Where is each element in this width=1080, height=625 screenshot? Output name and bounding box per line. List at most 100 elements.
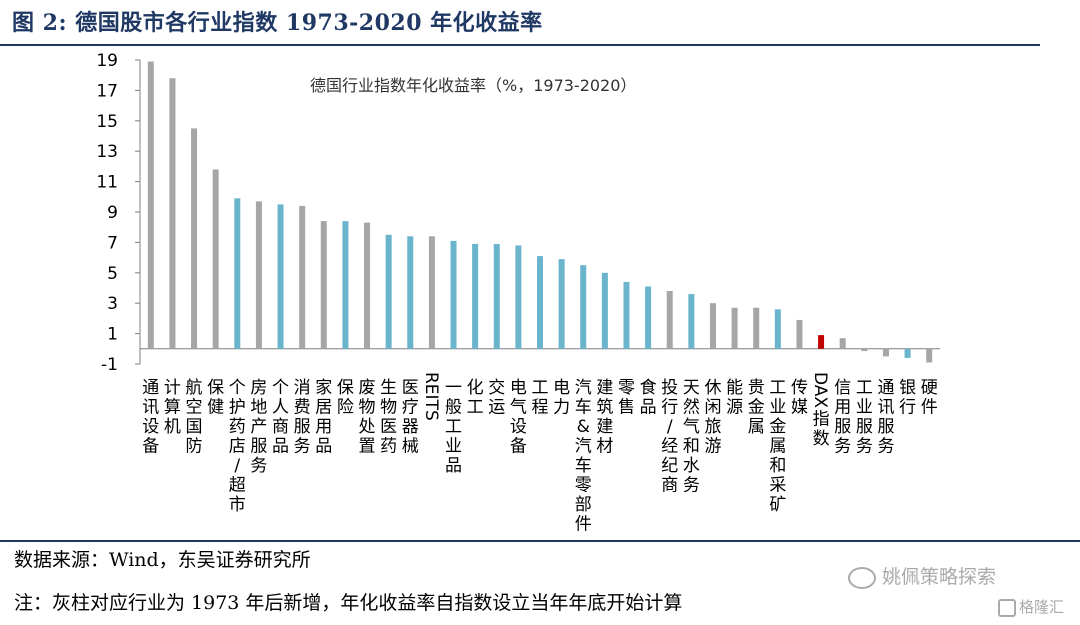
category-label: 银行 <box>899 378 916 418</box>
category-label: 指数 <box>813 410 830 450</box>
y-tick-label: -1 <box>101 355 118 375</box>
bar <box>601 272 608 349</box>
bar <box>774 309 781 349</box>
category-label: 交运 <box>488 378 505 418</box>
y-tick-label: 7 <box>107 233 118 253</box>
category-label: 家居用品 <box>315 378 332 457</box>
bar <box>753 307 760 349</box>
y-tick-label: 13 <box>96 142 118 162</box>
footnote: 注：灰柱对应行业为 1973 年后新增，年化收益率自指数设立当年年底开始计算 <box>14 592 683 614</box>
watermark-text: 姚佩策略探索 <box>882 566 997 588</box>
watermark: 姚佩策略探索 <box>848 562 996 589</box>
category-label: 个护药店/超市 <box>229 378 246 515</box>
logo: 格隆汇 <box>998 596 1064 617</box>
bottom-divider <box>0 540 1080 542</box>
y-tick-label: 3 <box>107 294 118 314</box>
bar <box>645 286 652 349</box>
y-tick-label: 9 <box>107 203 118 223</box>
category-label: REITS <box>421 372 441 421</box>
category-label: 工程 <box>532 378 549 418</box>
gelonghui-logo-icon <box>998 598 1016 617</box>
bar <box>839 338 846 349</box>
category-label: 零售 <box>618 378 635 418</box>
source-note: 数据来源：Wind，东吴证券研究所 <box>14 549 311 571</box>
category-label: 个人商品 <box>272 378 289 457</box>
category-label: 汽车&汽车零部件 <box>575 378 592 535</box>
bar <box>299 205 306 349</box>
wechat-icon <box>848 566 876 589</box>
bars-layer <box>147 61 933 363</box>
bar <box>234 198 241 349</box>
bar <box>147 61 154 349</box>
bar <box>688 294 695 349</box>
bar <box>342 221 349 349</box>
bar <box>515 245 522 349</box>
y-tick-label: 19 <box>96 51 118 71</box>
category-labels-layer: 通讯设备计算机航空国防保健个护药店/超市房地产服务个人商品消费服务家居用品保险废… <box>142 372 937 535</box>
category-label: 废物处置 <box>359 378 376 457</box>
bar <box>364 222 371 349</box>
bar <box>666 291 673 349</box>
category-label: 通讯设备 <box>142 378 159 457</box>
category-label: 电气设备 <box>510 378 527 457</box>
category-label: 通讯服务 <box>877 378 894 457</box>
bar <box>191 128 198 349</box>
bar <box>385 234 392 349</box>
bar <box>796 319 803 349</box>
chart-title: 德国行业指数年化收益率（%，1973-2020） <box>310 76 637 95</box>
category-label: 保健 <box>207 378 224 418</box>
logo-text: 格隆汇 <box>1019 598 1065 616</box>
category-label: 房地产服务 <box>250 378 267 476</box>
category-label: 食品 <box>640 378 657 418</box>
bar <box>580 265 587 349</box>
y-tick-label: 15 <box>96 112 118 132</box>
bar <box>255 201 262 349</box>
category-label: 休闲旅游 <box>704 378 721 457</box>
bar <box>320 221 327 349</box>
bar <box>537 256 543 349</box>
bar <box>558 259 565 349</box>
category-label: 工业服务 <box>856 378 873 457</box>
y-tick-label: 1 <box>107 325 118 345</box>
category-label: 电力 <box>553 378 570 418</box>
bar <box>818 335 825 349</box>
bar <box>212 169 219 349</box>
bar-chart: 19 17 15 13 11 9 7 5 3 1 -1 通讯设备计算机航空国防保健个护药店/超市房地… <box>96 51 940 535</box>
top-divider <box>0 44 1040 46</box>
category-label: 化工 <box>467 378 484 418</box>
bar <box>493 243 500 349</box>
bar <box>623 281 630 349</box>
category-label: 贵金属 <box>748 378 765 437</box>
bar <box>277 204 284 349</box>
category-label: 天然气和水务 <box>683 378 700 496</box>
category-label: DAX <box>810 372 830 408</box>
bar <box>450 240 457 349</box>
y-tick-label: 5 <box>107 264 118 284</box>
y-tick-label: 11 <box>96 173 118 193</box>
bar <box>428 236 435 349</box>
category-label: 投行/经纪商 <box>661 378 678 496</box>
category-label: 医疗器械 <box>402 378 419 457</box>
category-label: 消费服务 <box>294 378 311 457</box>
bar <box>472 243 479 349</box>
bar <box>709 303 716 349</box>
figure-title: 图 2: 德国股市各行业指数 1973-2020 年化收益率 <box>12 10 543 36</box>
category-label: 工业金属和采矿 <box>769 378 786 515</box>
bar <box>926 348 933 363</box>
category-label: 保险 <box>337 378 354 418</box>
category-label: 建筑建材 <box>596 378 613 457</box>
category-label: 信用服务 <box>834 378 851 457</box>
bar <box>731 307 738 349</box>
category-label: 能源 <box>726 378 743 418</box>
bar <box>904 348 911 358</box>
bar <box>407 236 414 349</box>
category-label: 计算机 <box>164 378 181 437</box>
category-label: 一般工业品 <box>445 378 462 476</box>
bar <box>882 348 889 357</box>
category-label: 航空国防 <box>186 378 203 457</box>
category-label: 生物医药 <box>380 378 397 457</box>
y-tick-label: 17 <box>96 81 118 101</box>
category-label: 传媒 <box>791 378 808 418</box>
bar <box>861 348 868 352</box>
bar <box>169 78 176 349</box>
